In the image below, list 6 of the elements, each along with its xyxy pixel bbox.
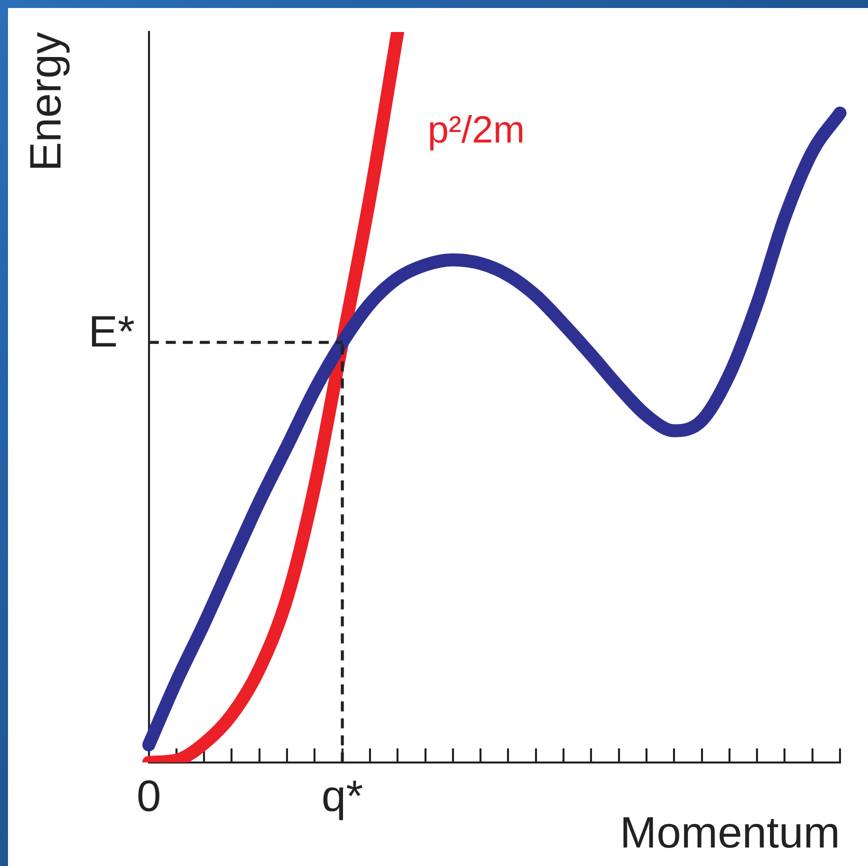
ref-line-label: E* xyxy=(88,308,135,357)
y-axis-title: Energy xyxy=(22,32,71,172)
x-tick-label: q* xyxy=(322,772,364,821)
series-label: p²/2m xyxy=(428,109,525,152)
x-tick-label: 0 xyxy=(136,772,162,821)
x-axis-title: Momentum xyxy=(620,808,840,858)
